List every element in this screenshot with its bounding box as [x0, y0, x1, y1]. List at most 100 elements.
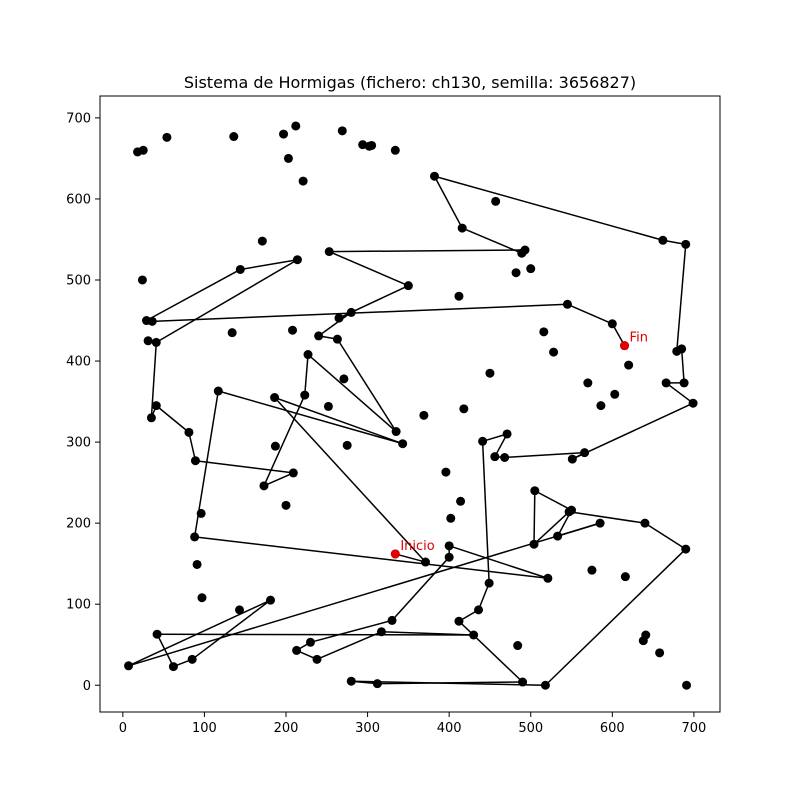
route-segment [461, 227, 523, 254]
city-point [288, 325, 298, 335]
route-segment [328, 250, 409, 287]
city-point [227, 328, 237, 338]
city-point [334, 313, 344, 323]
city-point [454, 616, 464, 626]
city-point [292, 645, 302, 655]
city-point [257, 236, 267, 246]
route-segment [218, 390, 403, 445]
route-segment [307, 353, 397, 433]
city-point [540, 680, 550, 690]
city-point [281, 500, 291, 510]
city-point [638, 636, 648, 646]
y-tick-label: 300 [66, 436, 91, 451]
route-segment [274, 396, 403, 445]
chart-title: Sistema de Hormigas (fichero: ch130, sem… [184, 73, 636, 92]
city-point [190, 456, 200, 466]
city-point [682, 680, 692, 690]
route-segment [533, 511, 570, 545]
city-point [530, 486, 540, 496]
y-tick-label: 700 [66, 111, 91, 126]
city-point [403, 281, 413, 291]
city-point [184, 427, 194, 437]
city-point [444, 541, 454, 551]
city-point [419, 410, 429, 420]
city-point [679, 378, 689, 388]
city-point [146, 413, 156, 423]
city-point [562, 299, 572, 309]
city-point [291, 121, 301, 131]
route-segment [146, 268, 241, 322]
city-point [640, 518, 650, 528]
city-point [213, 386, 223, 396]
x-tick-label: 500 [518, 721, 543, 736]
city-point [661, 378, 671, 388]
city-point [303, 350, 313, 360]
city-point [478, 436, 488, 446]
y-tick-label: 200 [66, 517, 91, 532]
city-point [151, 401, 161, 411]
city-point [279, 129, 289, 139]
city-point [620, 572, 630, 582]
city-point [339, 374, 349, 384]
route-segment [434, 175, 664, 241]
city-point [124, 661, 134, 671]
city-point [235, 264, 245, 274]
city-point [587, 565, 597, 575]
route-segment [533, 490, 536, 545]
city-point [300, 390, 310, 400]
city-point [367, 140, 377, 150]
city-point [292, 255, 302, 265]
city-point [511, 268, 521, 278]
route-segment [377, 681, 523, 685]
route-segment [195, 459, 294, 474]
city-point [332, 334, 342, 344]
route-segment [310, 619, 393, 644]
city-point [485, 368, 495, 378]
city-point [553, 531, 563, 541]
city-point [151, 337, 161, 347]
city-point [520, 245, 530, 255]
y-tick-label: 100 [66, 598, 91, 613]
city-point [387, 615, 397, 625]
city-point [688, 398, 698, 408]
route-segment [316, 631, 382, 661]
city-point [655, 648, 665, 658]
route-segment [534, 490, 572, 511]
city-point [138, 145, 148, 155]
inicio-point [390, 549, 400, 559]
city-point [490, 452, 500, 462]
x-tick-label: 600 [600, 721, 625, 736]
city-point [372, 679, 382, 689]
route-segment [568, 511, 646, 524]
route-segment [188, 432, 197, 461]
route-segment [395, 553, 426, 563]
route-segment [448, 545, 549, 579]
x-tick-label: 300 [355, 721, 380, 736]
city-point [152, 629, 162, 639]
route-segment [557, 522, 601, 537]
city-point [658, 235, 668, 245]
city-point [681, 239, 691, 249]
city-point [283, 153, 293, 163]
city-point [259, 481, 269, 491]
city-point [446, 513, 456, 523]
city-point [564, 507, 574, 517]
city-point [529, 539, 539, 549]
route-segment [391, 556, 450, 621]
city-point [526, 264, 536, 274]
x-tick-label: 0 [119, 721, 127, 736]
city-point [229, 132, 239, 142]
city-point [539, 327, 549, 337]
route-segment [572, 402, 694, 460]
route-segment [156, 633, 175, 667]
city-point [137, 275, 147, 285]
y-tick-label: 600 [66, 192, 91, 207]
city-point [288, 468, 298, 478]
city-point [337, 126, 347, 136]
x-tick-label: 700 [681, 721, 706, 736]
city-point [429, 171, 439, 181]
city-point [441, 467, 451, 477]
axes-frame [99, 95, 721, 713]
route-segment [128, 599, 271, 667]
